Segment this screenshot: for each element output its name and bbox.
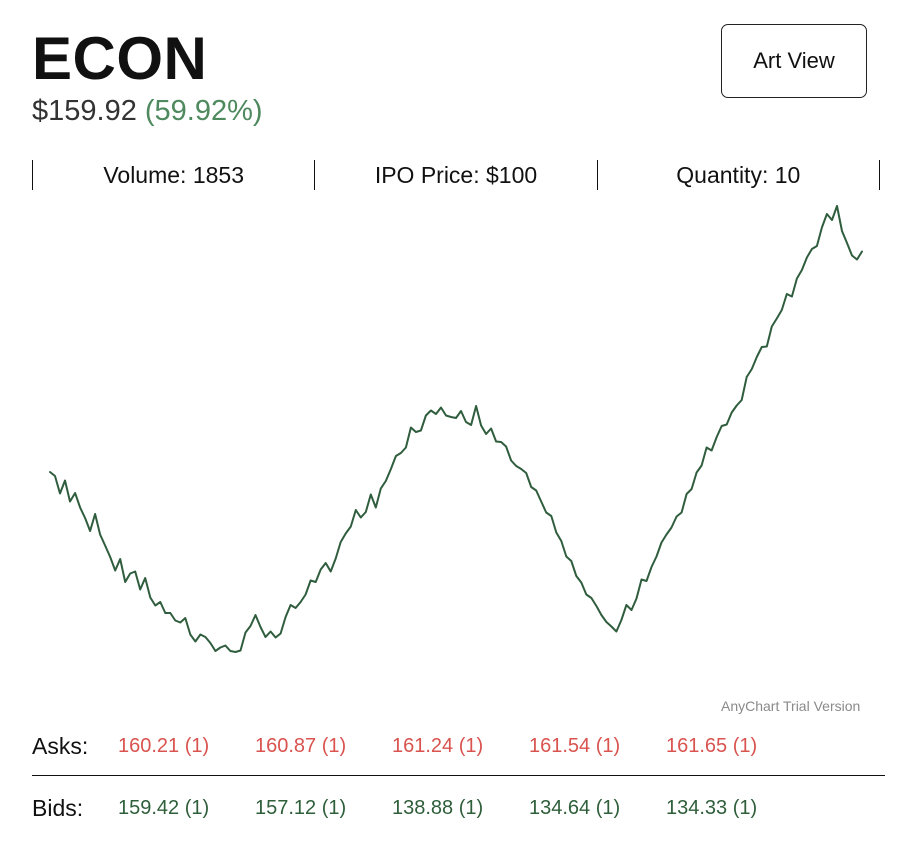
bids-list: 159.42 (1) 157.12 (1) 138.88 (1) 134.64 …: [118, 797, 803, 820]
bid-entry: 138.88 (1): [392, 796, 484, 819]
bid-entry: 134.33 (1): [666, 796, 758, 819]
ask-entry: 161.54 (1): [529, 734, 621, 757]
current-price: $159.92: [32, 95, 137, 127]
ask-entry: 161.65 (1): [666, 734, 758, 757]
volume-stat: Volume: 1853: [32, 160, 314, 190]
ask-entry: 160.87 (1): [255, 734, 347, 757]
bids-row: Bids: 159.42 (1) 157.12 (1) 138.88 (1) 1…: [32, 788, 885, 828]
asks-list: 160.21 (1) 160.87 (1) 161.24 (1) 161.54 …: [118, 735, 803, 758]
ipo-price-stat: IPO Price: $100: [314, 160, 596, 190]
art-view-button[interactable]: Art View: [721, 24, 867, 98]
bid-entry: 159.42 (1): [118, 796, 210, 819]
ask-entry: 161.24 (1): [392, 734, 484, 757]
asks-label: Asks:: [32, 732, 89, 759]
ask-entry: 160.21 (1): [118, 734, 210, 757]
orderbook-divider: [32, 775, 885, 776]
bid-entry: 157.12 (1): [255, 796, 347, 819]
quantity-stat: Quantity: 10: [596, 160, 880, 190]
ticker-symbol: ECON: [32, 25, 208, 92]
asks-row: Asks: 160.21 (1) 160.87 (1) 161.24 (1) 1…: [32, 726, 885, 766]
chart-watermark: AnyChart Trial Version: [721, 698, 861, 714]
price-series-line: [49, 205, 863, 653]
price-line: $159.92 (59.92%): [32, 95, 263, 128]
price-change-percent: (59.92%): [144, 95, 263, 127]
stats-bar: Volume: 1853 IPO Price: $100 Quantity: 1…: [32, 160, 880, 190]
bid-entry: 134.64 (1): [529, 796, 621, 819]
bids-label: Bids:: [32, 794, 84, 821]
